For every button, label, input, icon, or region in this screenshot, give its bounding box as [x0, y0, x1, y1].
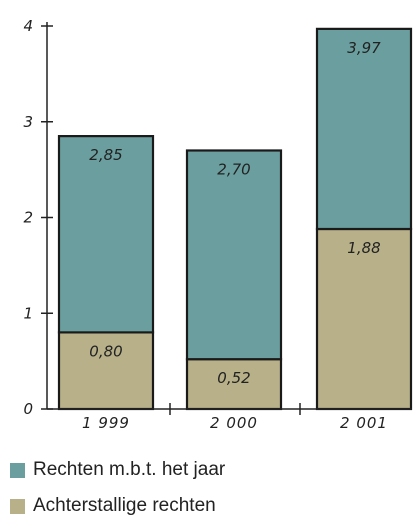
data-label: 0,52: [217, 369, 250, 387]
bar-segment: [315, 27, 413, 231]
stacked-bar-chart: 0 1 2 3 4 0,80 2,85 0,52 2,70 1,88 3,97 1 999 2 00…: [23, 17, 413, 432]
x-axis: 1 999 2 000 2 001: [47, 403, 412, 432]
y-axis: 0 1 2 3 4: [23, 17, 53, 418]
legend: Rechten m.b.t. het jaar Achterstallige r…: [10, 452, 225, 524]
legend-item-rechten: Rechten m.b.t. het jaar: [10, 452, 225, 488]
y-tick-label: 1: [23, 304, 33, 322]
data-label: 2,70: [217, 160, 250, 178]
data-label: 0,80: [89, 342, 122, 360]
legend-swatch-achterstallige: [10, 498, 25, 514]
bar-segment: [57, 135, 155, 334]
y-tick-label: 3: [23, 113, 33, 131]
data-label: 3,97: [347, 39, 381, 57]
data-label: 1,88: [347, 239, 380, 257]
data-label: 2,85: [89, 146, 122, 164]
y-tick-label: 4: [23, 17, 33, 35]
data-labels: 0,80 2,85 0,52 2,70 1,88 3,97: [89, 39, 381, 387]
y-tick-label: 0: [23, 400, 33, 418]
legend-swatch-rechten: [10, 462, 25, 478]
bar-segment: [185, 358, 283, 411]
legend-item-achterstallige: Achterstallige rechten: [10, 488, 225, 524]
x-tick-label: 2 001: [340, 414, 388, 432]
legend-label-rechten: Rechten m.b.t. het jaar: [33, 459, 226, 480]
x-tick-label: 1 999: [82, 414, 130, 432]
bar-segment: [315, 227, 413, 411]
y-tick-label: 2: [23, 209, 33, 227]
legend-label-achterstallige: Achterstallige rechten: [33, 495, 216, 516]
bar-segment: [185, 149, 283, 361]
bars: [57, 27, 413, 411]
x-tick-label: 2 000: [210, 414, 258, 432]
